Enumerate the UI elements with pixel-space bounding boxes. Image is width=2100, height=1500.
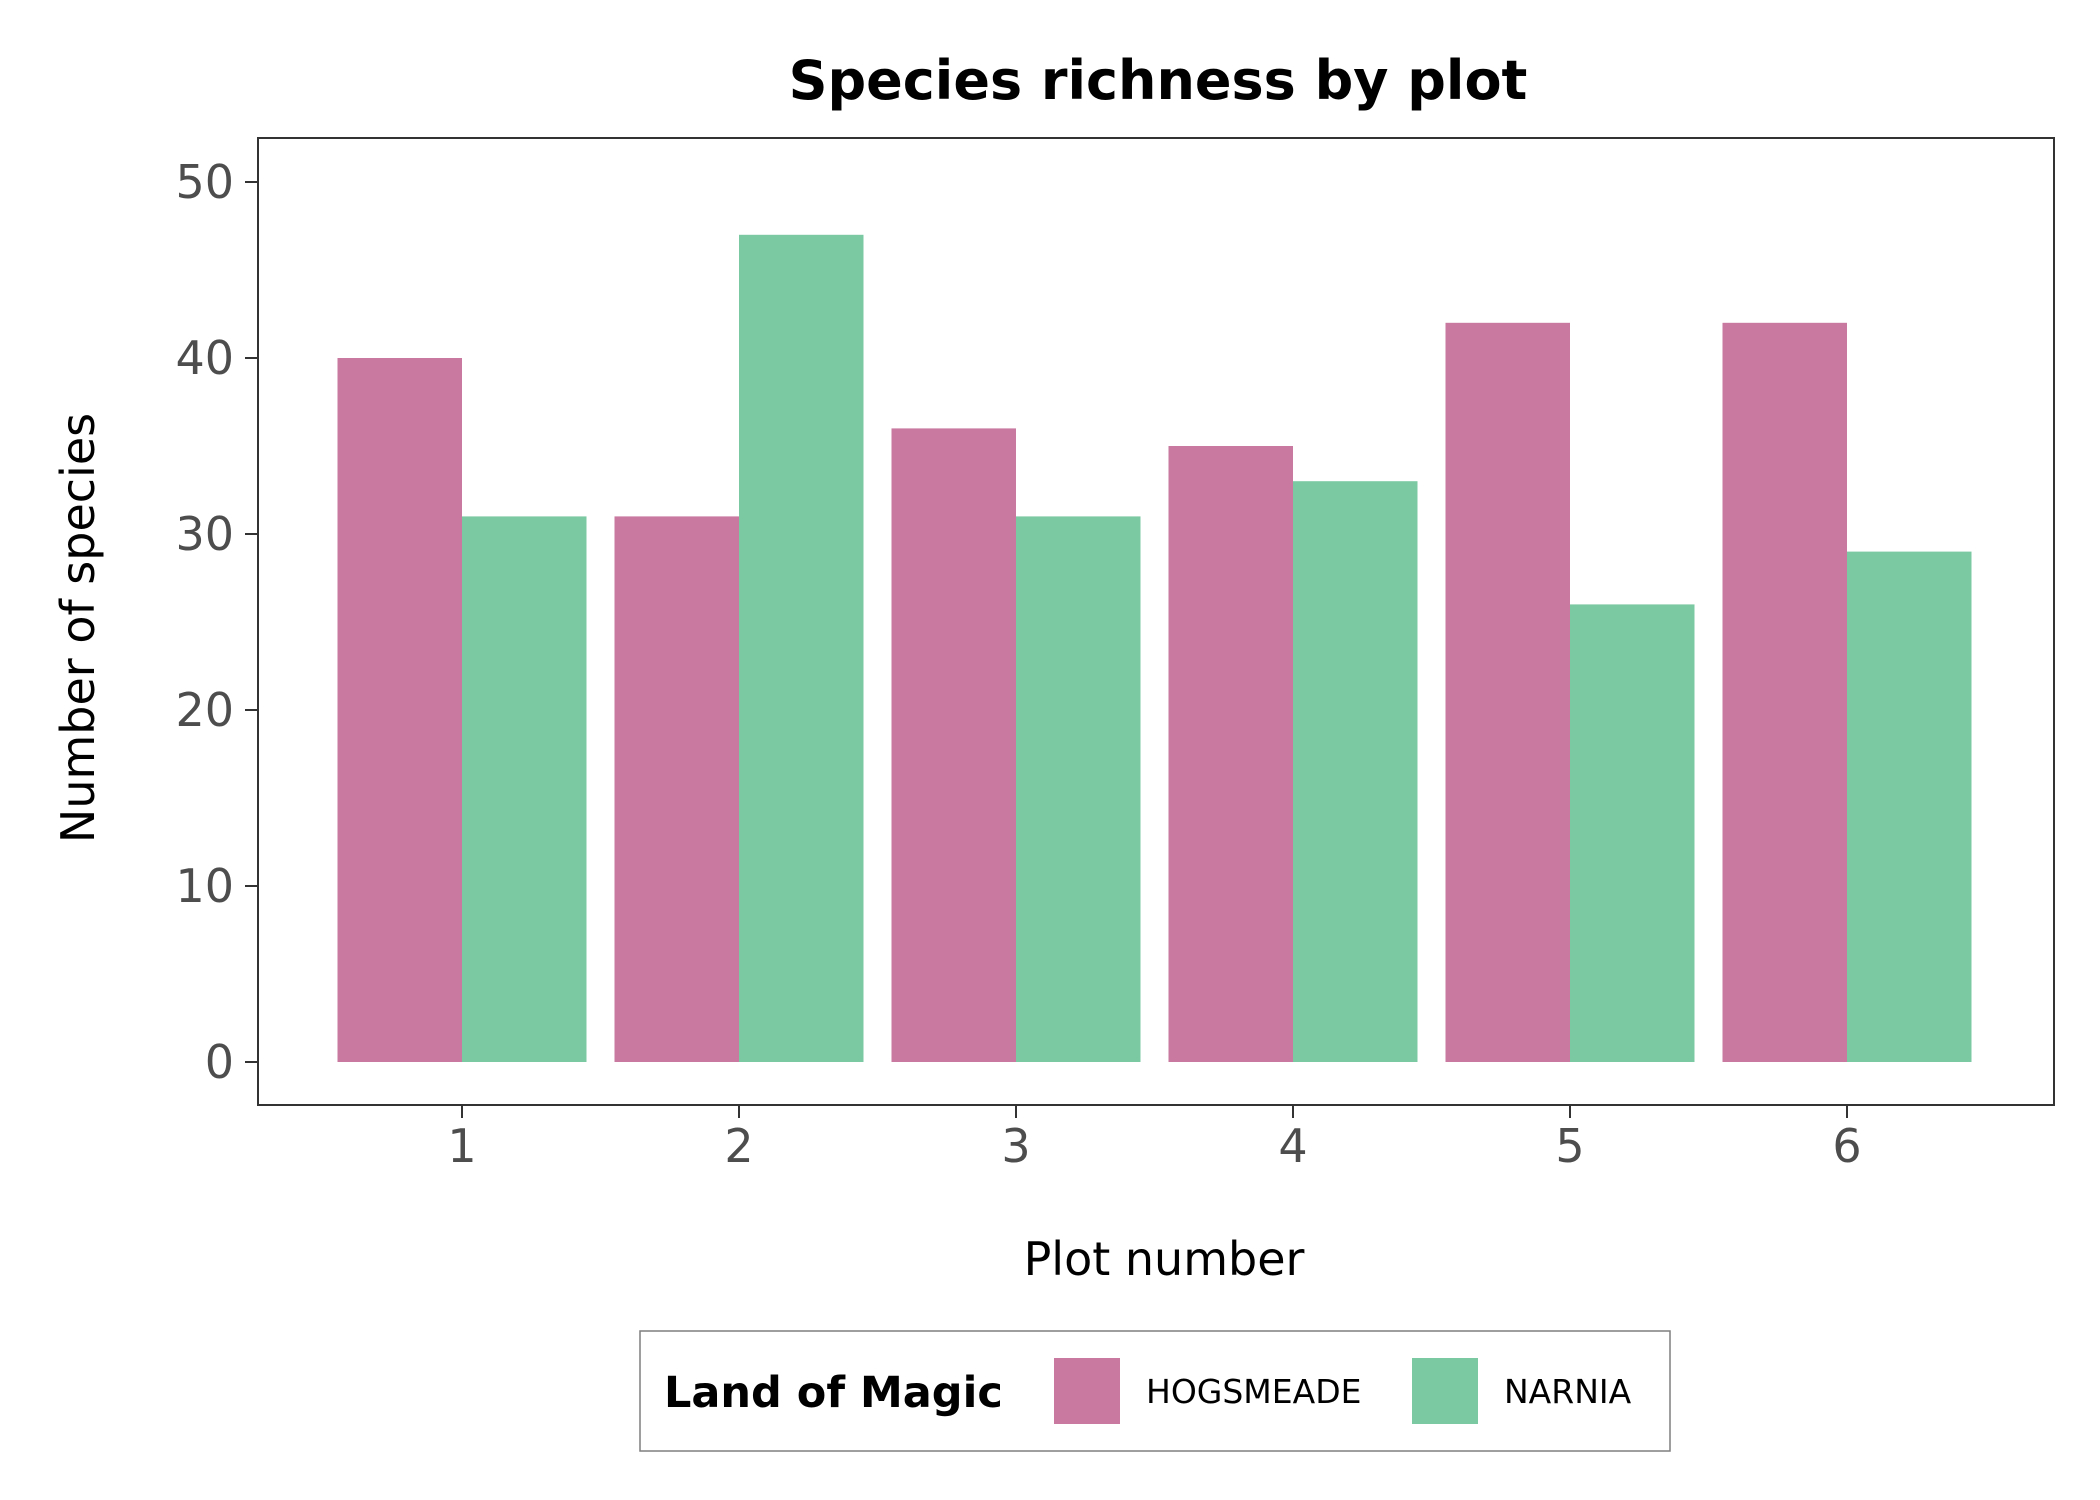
x-tick-label: 6 [1832,1119,1861,1173]
x-axis-title: Plot number [1024,1232,1305,1286]
bar-hogsmeade-plot-5 [1445,322,1570,1062]
y-tick-label: 0 [205,1035,234,1089]
legend-key-hogsmeade [1054,1358,1120,1424]
x-tick-label: 4 [1278,1119,1307,1173]
y-tick-label: 20 [175,683,234,737]
y-axis: 0 10 20 30 40 50 [175,155,258,1089]
bar-hogsmeade-plot-1 [337,358,462,1062]
bar-narnia-plot-4 [1293,481,1418,1062]
bar-narnia-plot-3 [1016,516,1141,1062]
legend-title: Land of Magic [664,1368,1003,1418]
bar-narnia-plot-1 [462,516,587,1062]
x-tick-label: 2 [724,1119,753,1173]
y-tick-label: 30 [175,507,234,561]
bars-group [337,234,1972,1063]
bar-hogsmeade-plot-4 [1168,446,1293,1062]
x-tick-label: 3 [1001,1119,1030,1173]
y-tick-label: 10 [175,859,234,913]
y-tick-label: 50 [175,155,234,209]
bar-narnia-plot-2 [739,234,864,1063]
bar-hogsmeade-plot-2 [614,516,739,1062]
legend-label-narnia: NARNIA [1504,1372,1632,1411]
x-tick-label: 5 [1555,1119,1584,1173]
legend-label-hogsmeade: HOGSMEADE [1146,1372,1361,1411]
y-axis-title: Number of species [51,413,105,843]
chart-title: Species richness by plot [789,49,1528,112]
legend: Land of Magic HOGSMEADE NARNIA [639,1330,1671,1452]
bar-hogsmeade-plot-6 [1722,322,1847,1062]
bar-narnia-plot-6 [1847,551,1972,1062]
bar-narnia-plot-5 [1570,604,1695,1062]
x-tick-label: 1 [447,1119,476,1173]
x-axis: 1 2 3 4 5 6 [447,1105,1862,1173]
y-tick-label: 40 [175,331,234,385]
legend-key-narnia [1412,1358,1478,1424]
bar-hogsmeade-plot-3 [891,428,1016,1062]
legend-box [639,1330,1671,1452]
